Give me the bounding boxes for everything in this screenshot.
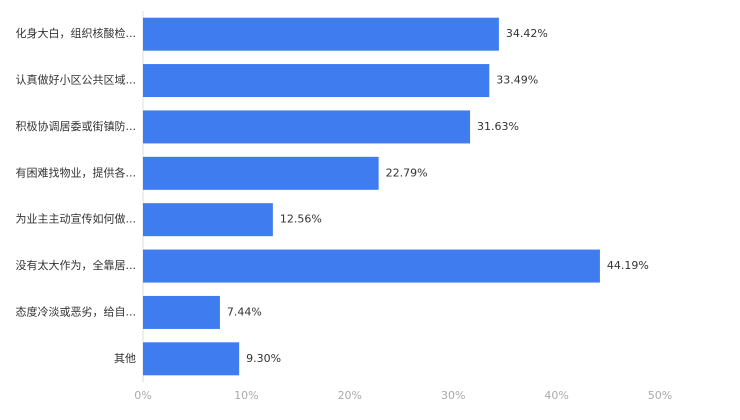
y-tick-label: 没有太大作为，全靠居... (16, 258, 137, 272)
bar (143, 342, 240, 376)
x-tick-label: 40% (544, 389, 568, 402)
value-label: 44.19% (607, 259, 649, 272)
bar (143, 110, 471, 144)
y-tick-label: 其他 (114, 352, 136, 365)
y-tick-label: 化身大白，组织核酸检... (16, 26, 137, 40)
bar (143, 17, 499, 51)
value-label: 33.49% (496, 74, 538, 87)
bar (143, 64, 490, 98)
value-label: 34.42% (506, 27, 548, 40)
y-tick-label: 积极协调居委或街镇防... (16, 119, 137, 133)
x-tick-label: 50% (648, 389, 672, 402)
y-tick-label: 有困难找物业，提供各... (16, 165, 137, 179)
value-label: 31.63% (477, 120, 519, 133)
value-label: 7.44% (227, 305, 262, 318)
value-label: 12.56% (280, 213, 322, 226)
y-tick-label: 为业主主动宣传如何做... (16, 212, 137, 226)
x-tick-label: 0% (134, 389, 151, 402)
x-tick-label: 10% (234, 389, 258, 402)
value-label: 9.30% (246, 352, 281, 365)
y-tick-label: 态度冷淡或恶劣，给自... (16, 304, 137, 318)
x-tick-label: 30% (441, 389, 465, 402)
bar (143, 203, 273, 237)
bar (143, 295, 220, 329)
value-label: 22.79% (386, 166, 428, 179)
bar (143, 249, 600, 283)
x-tick-label: 20% (338, 389, 362, 402)
bar (143, 156, 379, 190)
y-tick-label: 认真做好小区公共区域... (16, 73, 137, 87)
